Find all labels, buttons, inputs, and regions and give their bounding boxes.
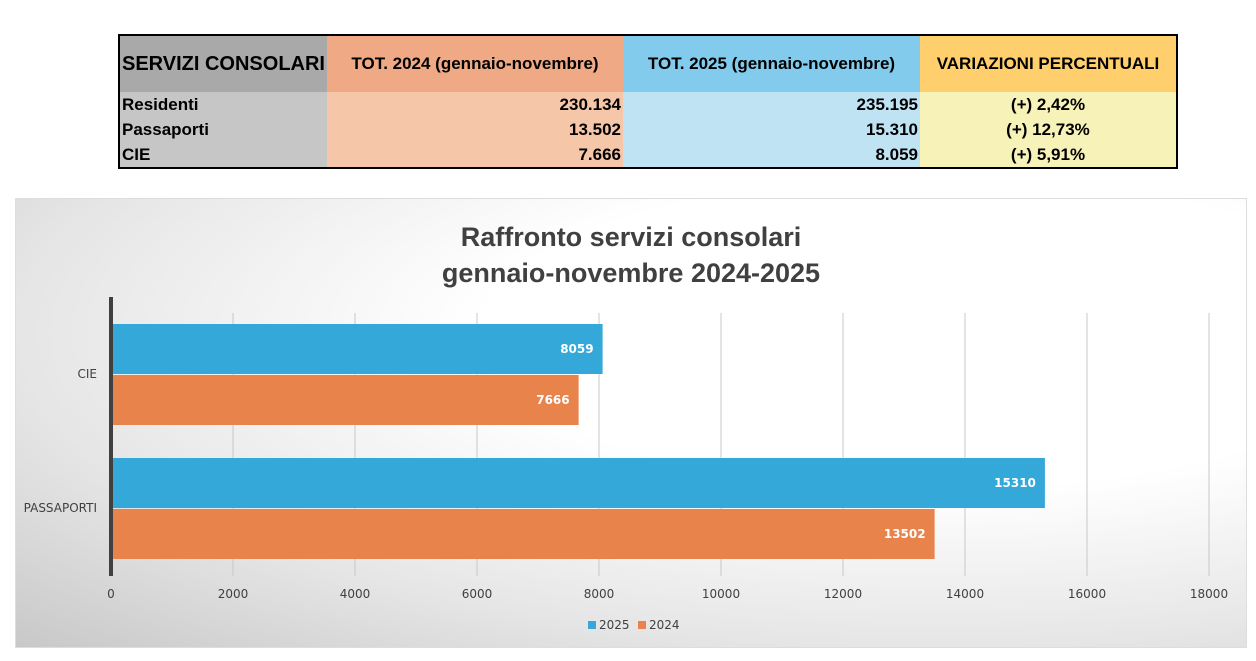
bar-2025-cie xyxy=(111,324,603,374)
data-label: 15310 xyxy=(994,476,1036,490)
x-tick-label: 16000 xyxy=(1068,587,1106,601)
services-table: SERVIZI CONSOLARI TOT. 2024 (gennaio-nov… xyxy=(118,34,1178,169)
header-servizi: SERVIZI CONSOLARI xyxy=(119,35,327,92)
table-row: Passaporti 13.502 15.310 (+) 12,73% xyxy=(119,117,1177,142)
cell: (+) 12,73% xyxy=(920,117,1177,142)
x-tick-label: 12000 xyxy=(824,587,862,601)
cell: (+) 5,91% xyxy=(920,142,1177,168)
cell: 8.059 xyxy=(623,142,920,168)
legend-swatch-2025 xyxy=(588,621,596,629)
cell: 7.666 xyxy=(327,142,623,168)
bar-2024-cie xyxy=(111,375,579,425)
data-label: 7666 xyxy=(536,393,569,407)
y-category-label: PASSAPORTI xyxy=(24,501,97,515)
legend-label-2025: 2025 xyxy=(599,618,630,632)
chart-title-line2: gennaio-novembre 2024-2025 xyxy=(441,258,821,288)
x-tick-label: 6000 xyxy=(462,587,493,601)
data-label: 8059 xyxy=(560,342,593,356)
header-2025: TOT. 2025 (gennaio-novembre) xyxy=(623,35,920,92)
x-tick-label: 10000 xyxy=(702,587,740,601)
cell: 230.134 xyxy=(327,92,623,117)
header-2024: TOT. 2024 (gennaio-novembre) xyxy=(327,35,623,92)
bar-2024-passaporti xyxy=(111,509,935,559)
x-tick-label: 14000 xyxy=(946,587,984,601)
x-tick-label: 0 xyxy=(107,587,115,601)
cell: 15.310 xyxy=(623,117,920,142)
legend-label-2024: 2024 xyxy=(649,618,680,632)
cell: 235.195 xyxy=(623,92,920,117)
x-tick-label: 8000 xyxy=(584,587,615,601)
cell: Passaporti xyxy=(119,117,327,142)
cell: CIE xyxy=(119,142,327,168)
header-variazioni: VARIAZIONI PERCENTUALI xyxy=(920,35,1177,92)
bar-chart: Raffronto servizi consolari gennaio-nove… xyxy=(15,198,1247,648)
plot-area: 0 2000 4000 6000 8000 10000 12000 14000 16000 180… xyxy=(24,297,1228,632)
x-tick-label: 4000 xyxy=(340,587,371,601)
x-tick-label: 2000 xyxy=(218,587,249,601)
legend-swatch-2024 xyxy=(638,621,646,629)
bar-2025-passaporti xyxy=(111,458,1045,508)
table-row: CIE 7.666 8.059 (+) 5,91% xyxy=(119,142,1177,168)
cell: 13.502 xyxy=(327,117,623,142)
data-label: 13502 xyxy=(884,527,926,541)
cell: (+) 2,42% xyxy=(920,92,1177,117)
x-tick-label: 18000 xyxy=(1190,587,1228,601)
chart-title-line1: Raffronto servizi consolari xyxy=(460,222,802,252)
cell: Residenti xyxy=(119,92,327,117)
table-row: Residenti 230.134 235.195 (+) 2,42% xyxy=(119,92,1177,117)
y-category-label: CIE xyxy=(78,367,98,381)
chart-title: Raffronto servizi consolari gennaio-nove… xyxy=(16,219,1246,291)
